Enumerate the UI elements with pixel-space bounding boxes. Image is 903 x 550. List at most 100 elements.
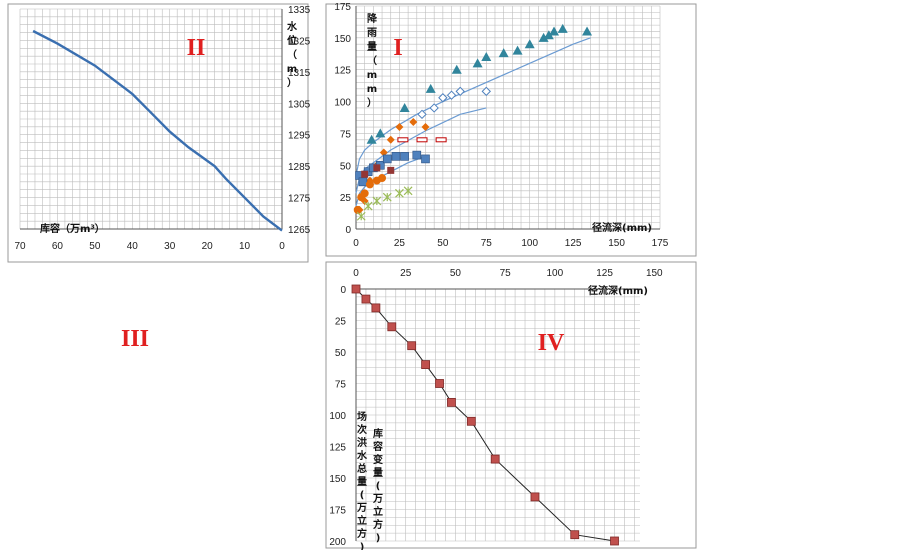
- iv-y-tick: 75: [335, 380, 347, 391]
- iv-y-label-left-char: 次: [357, 423, 367, 436]
- iv-y-label-right-char: 变: [373, 453, 383, 466]
- i-x-tick: 125: [565, 238, 582, 249]
- i-point-cross: [382, 192, 392, 202]
- panel-iv: 0 25 50 75 100 125 150 0 25 50 75 100 125 150 175 200 径流…: [325, 261, 697, 550]
- i-y-tick: 25: [340, 193, 352, 204]
- ii-y-tick: 1295: [288, 131, 311, 142]
- iv-point: [361, 294, 371, 304]
- i-point-triangle: [512, 45, 523, 55]
- i-point-square: [412, 150, 422, 160]
- i-y-label-char: ）: [367, 96, 377, 109]
- ii-x-label: 库容（万m³）: [40, 222, 105, 235]
- iv-point: [371, 303, 381, 313]
- iv-x-tick: 150: [646, 268, 663, 279]
- i-point-square: [400, 152, 409, 161]
- iv-point: [610, 536, 619, 546]
- iv-point: [407, 341, 417, 351]
- i-point-tag: [416, 137, 428, 143]
- ii-x-tick: 20: [202, 241, 214, 252]
- i-point-diamond: [379, 148, 388, 157]
- ii-x-tick: 50: [89, 241, 101, 252]
- i-point-diamond: [421, 123, 430, 132]
- iv-y-label-right-char: 库: [373, 427, 383, 440]
- i-point-circle: [360, 189, 369, 198]
- ii-y-tick: 1285: [288, 162, 311, 173]
- iv-y-label-right-char: (: [376, 481, 381, 492]
- iv-y-tick: 175: [329, 506, 346, 517]
- i-point-cross: [372, 196, 382, 206]
- i-point-circle: [378, 174, 387, 183]
- i-point-triangle: [582, 26, 593, 36]
- i-point-cross: [395, 188, 404, 198]
- iv-point: [570, 530, 580, 540]
- i-x-tick: 100: [521, 238, 538, 249]
- ii-x-tick: 0: [279, 241, 285, 252]
- i-y-label-char: 雨: [367, 27, 377, 39]
- i-y-tick: 0: [345, 225, 351, 236]
- ii-curve: [32, 29, 283, 232]
- i-x-label: 径流深(mm): [592, 221, 652, 234]
- iv-y-label-right-char: ): [376, 533, 381, 544]
- i-y-tick: 50: [340, 161, 352, 172]
- iv-y-label-left-char: 立: [357, 514, 367, 527]
- i-point-square-dark: [373, 164, 381, 172]
- iv-y-tick: 100: [329, 411, 346, 422]
- i-y-tick: 175: [334, 2, 351, 13]
- panel-ii-frame: [7, 3, 309, 263]
- i-point-square: [421, 154, 430, 164]
- i-point-square-dark: [387, 166, 395, 174]
- ii-x-tick: 30: [164, 241, 176, 252]
- ii-y-tick: 1265: [288, 225, 311, 236]
- iv-point: [530, 492, 540, 502]
- i-point-diamond-open: [481, 86, 491, 97]
- panel-label-iv: IV: [538, 330, 565, 356]
- iv-point: [421, 360, 431, 370]
- ii-y-label-char: m: [287, 64, 297, 75]
- iv-y-label-left-char: 量: [357, 475, 367, 488]
- i-x-tick: 150: [608, 238, 625, 249]
- ii-y-tick: 1275: [288, 194, 311, 205]
- iv-y-label-right-char: 量: [373, 466, 383, 479]
- iv-y-label-left-char: 水: [356, 449, 368, 462]
- i-point-triangle: [538, 32, 549, 42]
- ii-x-tick: 40: [127, 241, 139, 252]
- i-point-square-dark: [361, 170, 369, 178]
- iv-y-label-left-char: ): [360, 542, 365, 550]
- ii-y-tick: 1335: [288, 5, 311, 16]
- i-y-label-char: 量: [367, 40, 377, 53]
- iv-x-tick: 75: [500, 268, 512, 279]
- i-point-triangle: [425, 83, 436, 93]
- i-point-circle: [353, 205, 362, 214]
- i-envelope-curve-0: [355, 37, 591, 176]
- i-point-triangle: [472, 58, 483, 68]
- i-x-tick: 25: [394, 238, 406, 249]
- i-point-square: [391, 152, 401, 161]
- ii-y-label-char: 水: [286, 20, 298, 33]
- iv-y-tick: 200: [329, 537, 346, 548]
- i-y-label-char: m: [367, 70, 377, 81]
- i-point-diamond-open: [446, 90, 457, 100]
- iv-y-label-left-char: 方: [357, 527, 367, 540]
- iv-y-label-right-char: 立: [373, 505, 383, 518]
- ii-y-label-char: ）: [287, 76, 297, 89]
- iv-x-tick: 25: [400, 268, 412, 279]
- ii-y-tick: 1315: [288, 68, 311, 79]
- iv-y-label-right-char: 容: [372, 440, 383, 453]
- i-x-tick: 75: [481, 238, 493, 249]
- ii-y-label-char: （: [287, 48, 297, 61]
- i-point-triangle: [366, 134, 377, 144]
- i-x-tick: 175: [652, 238, 669, 249]
- i-point-triangle: [399, 102, 410, 112]
- i-y-label-char: 降: [367, 12, 378, 25]
- ii-x-tick: 70: [14, 241, 26, 252]
- iv-x-label: 径流深(mm): [588, 284, 648, 297]
- i-y-tick: 75: [340, 129, 352, 140]
- iv-point: [351, 284, 361, 294]
- ii-y-tick: 1305: [288, 99, 311, 110]
- iv-point: [435, 379, 444, 388]
- i-point-diamond-open: [417, 109, 427, 120]
- panel-label-iii: III: [121, 326, 149, 352]
- i-point-triangle: [481, 51, 492, 61]
- i-x-tick: 50: [437, 238, 449, 249]
